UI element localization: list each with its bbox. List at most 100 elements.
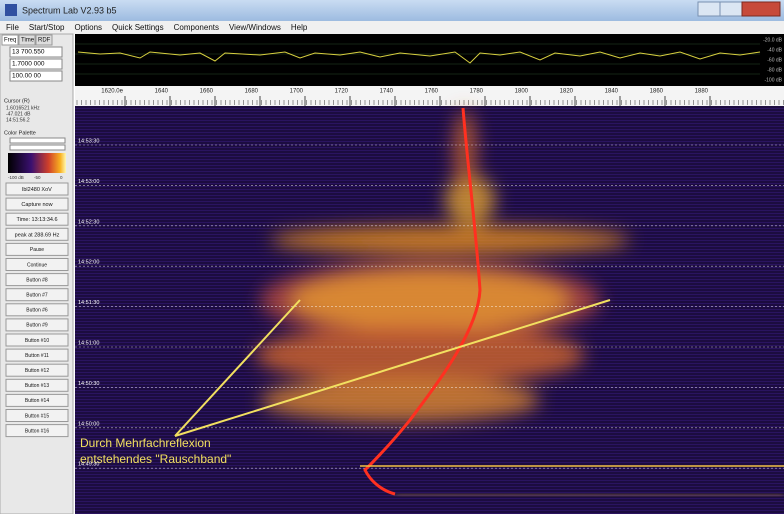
button[interactable] — [5, 288, 69, 302]
input-value[interactable]: 13 700.550 — [12, 49, 45, 56]
button-label[interactable]: Button #7 — [26, 293, 48, 299]
spectrum-panel — [75, 34, 784, 86]
color-palette — [8, 153, 66, 173]
menu-item[interactable]: View/Windows — [229, 23, 281, 32]
window-title: Spectrum Lab V2.93 b5 — [22, 5, 117, 15]
signal-trace — [363, 107, 482, 496]
button[interactable] — [5, 182, 69, 196]
slider[interactable] — [9, 144, 66, 151]
button[interactable] — [5, 409, 69, 422]
freq-label: 1720 — [335, 89, 349, 95]
button-label[interactable]: Button #9 — [26, 323, 48, 329]
button[interactable] — [5, 393, 69, 407]
slider[interactable] — [9, 137, 66, 144]
menu-item[interactable]: Quick Settings — [112, 23, 164, 32]
button[interactable] — [5, 303, 69, 317]
button-label[interactable]: Button #13 — [25, 383, 49, 389]
time-label: 14:49:30 — [78, 462, 99, 468]
button[interactable] — [5, 273, 69, 287]
input-field[interactable] — [9, 70, 63, 82]
button-label[interactable]: peak at 288.69 Hz — [15, 232, 60, 238]
spectrum-trace — [77, 51, 761, 64]
freq-label: 1760 — [425, 89, 439, 95]
button[interactable] — [5, 258, 69, 271]
button-label[interactable]: Button #6 — [26, 308, 48, 314]
app-icon — [5, 4, 17, 16]
input-field[interactable] — [9, 58, 63, 70]
cursor-title: Cursor (R) — [4, 98, 30, 104]
menu-item[interactable]: Options — [74, 23, 102, 32]
horizon-glow — [394, 493, 784, 497]
button-label[interactable]: Time: 13:13:34.6 — [16, 217, 57, 223]
title-bar — [0, 0, 784, 21]
menu-item[interactable]: File — [6, 23, 19, 32]
tab[interactable] — [35, 34, 53, 46]
menu-item[interactable]: Components — [174, 23, 219, 32]
freq-label: 1620.0e — [101, 89, 123, 95]
input-value[interactable]: 100.00 00 — [12, 73, 41, 80]
tab-label[interactable]: RDF — [38, 38, 51, 44]
time-label: 14:51:30 — [78, 300, 99, 306]
time-label: 14:52:30 — [78, 219, 99, 225]
tab[interactable] — [1, 34, 19, 46]
time-label: 14:50:00 — [78, 421, 99, 427]
button-label[interactable]: Capture now — [21, 202, 52, 208]
time-label: 14:50:30 — [78, 381, 99, 387]
freq-label: 1800 — [515, 89, 529, 95]
button-label[interactable]: Pause — [30, 247, 44, 253]
time-label: 14:53:30 — [78, 138, 99, 144]
palette-scale: -50 — [34, 175, 41, 180]
button[interactable] — [5, 333, 69, 347]
button-label[interactable]: Button #16 — [25, 428, 49, 434]
button[interactable] — [5, 227, 69, 241]
button-label[interactable]: lbl2480 XoV — [22, 187, 52, 193]
close-button[interactable] — [741, 1, 781, 17]
cursor-info: -47.021 dB — [6, 111, 31, 117]
annotation: Durch Mehrfachreflexion — [80, 436, 211, 450]
cursor-info: 1.6016521 kHz — [6, 105, 40, 111]
palette-scale: 0 — [60, 175, 63, 180]
freq-label: 1840 — [605, 89, 619, 95]
button-label[interactable]: Continue — [27, 262, 47, 268]
freq-label: 1680 — [245, 89, 259, 95]
button[interactable] — [5, 424, 69, 438]
freq-label: 1880 — [695, 89, 709, 95]
annotation: entstehendes "Rauschband" — [80, 452, 231, 466]
annotation-arrows — [174, 299, 611, 437]
freq-label: 1660 — [200, 89, 214, 95]
tab-label[interactable]: Time — [21, 38, 35, 44]
button-label[interactable]: Button #12 — [25, 368, 49, 374]
button-label[interactable]: Button #14 — [25, 398, 49, 404]
db-label: -60 dB — [767, 57, 782, 63]
time-label: 14:52:00 — [78, 260, 99, 266]
button[interactable] — [5, 197, 69, 211]
tab-label[interactable]: Freq — [4, 38, 16, 44]
button-label[interactable]: Button #8 — [26, 277, 48, 283]
button[interactable] — [5, 242, 69, 256]
input-value[interactable]: 1.7000 000 — [12, 61, 45, 68]
button[interactable] — [5, 318, 69, 332]
menu-item[interactable]: Help — [291, 23, 308, 32]
button[interactable] — [5, 348, 69, 362]
freq-label: 1820 — [560, 89, 574, 95]
maximize-button[interactable] — [719, 1, 743, 17]
palette-title: Color Palette — [4, 130, 36, 136]
time-label: 14:53:00 — [78, 179, 99, 185]
db-label: -100 dB — [764, 77, 782, 83]
cursor-info: 14:51:56.2 — [6, 117, 30, 123]
button[interactable] — [5, 212, 69, 226]
menu-item[interactable]: Start/Stop — [29, 23, 65, 32]
button[interactable] — [5, 363, 69, 377]
button-label[interactable]: Button #11 — [25, 353, 49, 359]
freq-label: 1700 — [290, 89, 304, 95]
tab[interactable] — [18, 34, 36, 46]
input-field[interactable] — [9, 46, 63, 58]
menu-bar — [0, 21, 784, 34]
button-label[interactable]: Button #10 — [25, 338, 49, 344]
db-label: -40 dB — [767, 47, 782, 53]
button[interactable] — [5, 378, 69, 392]
freq-label: 1640 — [155, 89, 169, 95]
button-label[interactable]: Button #15 — [25, 413, 49, 419]
minimize-button[interactable] — [697, 1, 721, 17]
